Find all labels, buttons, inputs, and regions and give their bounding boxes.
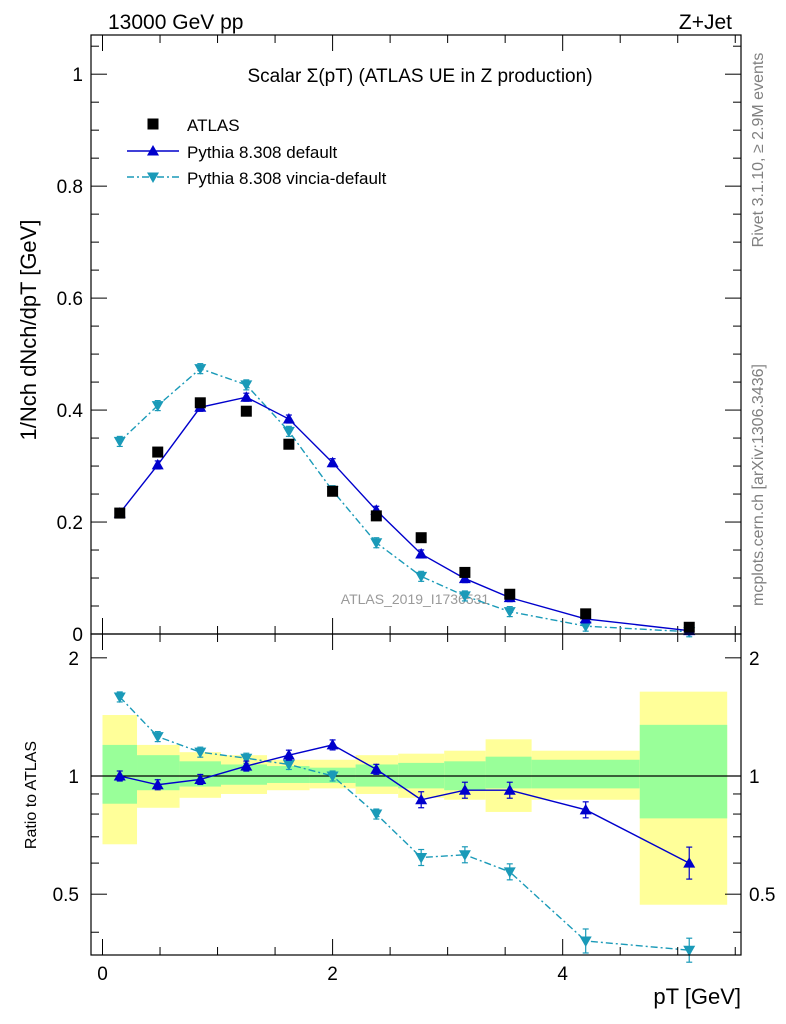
legend-atlas-label: ATLAS xyxy=(187,116,240,135)
legend-vincia-label: Pythia 8.308 vincia-default xyxy=(187,169,387,188)
ratio-default-point xyxy=(326,738,339,750)
ratio-default-point xyxy=(415,793,428,805)
ratio-default-point xyxy=(458,784,471,795)
ratio-vincia-point xyxy=(282,759,295,771)
series-vincia-line xyxy=(119,367,690,633)
vincia-point xyxy=(415,571,428,583)
ratio-vincia-point xyxy=(326,771,339,783)
ratio-vincia-point xyxy=(415,853,428,864)
series-default-line xyxy=(119,396,690,632)
uncertainty-band-inner xyxy=(267,766,310,783)
vincia-point xyxy=(370,538,383,549)
ratio-vincia-point xyxy=(113,692,126,703)
ratio-default-point xyxy=(503,784,516,795)
ratio-y-tick-label: 1 xyxy=(68,767,79,788)
main-y-tick-label: 0.6 xyxy=(57,289,83,310)
atlas-data-point xyxy=(152,446,164,458)
ratio-vincia-point xyxy=(458,850,471,861)
legend-default-marker xyxy=(147,145,159,156)
ratio-default-point xyxy=(683,857,696,868)
ratio-x-tick-label: 4 xyxy=(557,964,568,985)
ratio-default-point xyxy=(113,770,126,781)
ratio-y-tick-label-right: 1 xyxy=(749,767,760,788)
vincia-point xyxy=(579,621,592,633)
vincia-point xyxy=(113,436,126,448)
header-process-label: Z+Jet xyxy=(679,11,732,34)
uncertainty-band-inner xyxy=(485,756,532,789)
ratio-x-tick-label: 2 xyxy=(327,964,338,985)
ratio-default-point xyxy=(151,778,164,790)
plot-title: Scalar Σ(pT) (ATLAS UE in Z production) xyxy=(247,66,592,87)
ratio-vincia-point xyxy=(503,867,516,878)
ratio-default-point xyxy=(370,763,383,774)
rivet-version-label: Rivet 3.1.10, ≥ 2.9M events xyxy=(750,53,767,248)
main-y-tick-label: 0.8 xyxy=(57,177,83,198)
vincia-point xyxy=(240,380,253,391)
main-y-tick-label: 0.2 xyxy=(57,513,83,534)
ratio-y-tick-label-right: 0.5 xyxy=(749,885,775,906)
atlas-data-point xyxy=(415,532,427,544)
atlas-data-point xyxy=(240,405,252,417)
ratio-y-tick-label-right: 2 xyxy=(749,649,760,670)
ratio-default-point xyxy=(282,749,295,760)
ratio-default-point xyxy=(579,803,592,815)
ratio-y-tick-label: 2 xyxy=(68,649,79,670)
atlas-data-point xyxy=(504,588,516,600)
ratio-vincia-line xyxy=(119,696,690,951)
atlas-data-point xyxy=(114,507,126,519)
atlas-data-point xyxy=(459,566,471,578)
ratio-default-point xyxy=(240,760,253,771)
default-point xyxy=(151,458,164,470)
atlas-data-point xyxy=(327,485,339,497)
default-point xyxy=(240,391,253,402)
ratio-y-tick-label: 0.5 xyxy=(53,885,79,906)
default-point xyxy=(415,547,428,559)
main-y-tick-label: 1 xyxy=(72,65,83,86)
ratio-x-tick-label: 0 xyxy=(97,964,108,985)
ratio-vincia-point xyxy=(240,753,253,765)
uncertainty-band-inner xyxy=(531,759,640,789)
atlas-data-point xyxy=(194,397,206,409)
main-y-tick-label: 0 xyxy=(72,625,83,646)
x-axis-label: pT [GeV] xyxy=(653,984,741,1009)
legend-vincia-marker xyxy=(147,172,159,183)
ratio-frame xyxy=(90,633,742,956)
vincia-point xyxy=(151,401,164,412)
vincia-point xyxy=(282,426,295,438)
ratio-default-line xyxy=(119,744,690,864)
ratio-default-point xyxy=(194,773,207,784)
vincia-point xyxy=(503,607,516,618)
ratio-vincia-point xyxy=(579,936,592,947)
vincia-point xyxy=(458,591,471,602)
atlas-data-point xyxy=(370,510,382,522)
ratio-vincia-point xyxy=(370,809,383,821)
default-point xyxy=(282,413,295,424)
analysis-watermark: ATLAS_2019_I1736531 xyxy=(341,591,490,607)
main-plot-panel: Scalar Σ(pT) (ATLAS UE in Z production) A… xyxy=(16,34,742,646)
main-y-axis-label: 1/Nch dNch/dpT [GeV] xyxy=(16,220,41,441)
header-energy-label: 13000 GeV pp xyxy=(108,11,243,34)
main-y-tick-label: 0.4 xyxy=(57,401,84,422)
ratio-vincia-point xyxy=(683,945,696,957)
ratio-y-axis-label: Ratio to ATLAS xyxy=(23,741,40,849)
ratio-plot-panel: 0.5 0.5 1 1 2 2 0 2 4 Ratio to ATLAS pT [GeV] xyxy=(23,633,775,1009)
mcplots-reference-label: mcplots.cern.ch [arXiv:1306.3436] xyxy=(750,364,767,606)
ratio-vincia-point xyxy=(151,732,164,743)
vincia-point xyxy=(194,364,207,375)
atlas-data-point xyxy=(580,608,592,620)
atlas-data-point xyxy=(683,621,695,633)
default-point xyxy=(326,456,339,468)
uncertainty-band-inner xyxy=(639,724,728,819)
atlas-data-point xyxy=(283,438,295,450)
ratio-vincia-point xyxy=(194,747,207,759)
legend-atlas-marker xyxy=(147,118,159,130)
legend-default-label: Pythia 8.308 default xyxy=(187,143,338,162)
